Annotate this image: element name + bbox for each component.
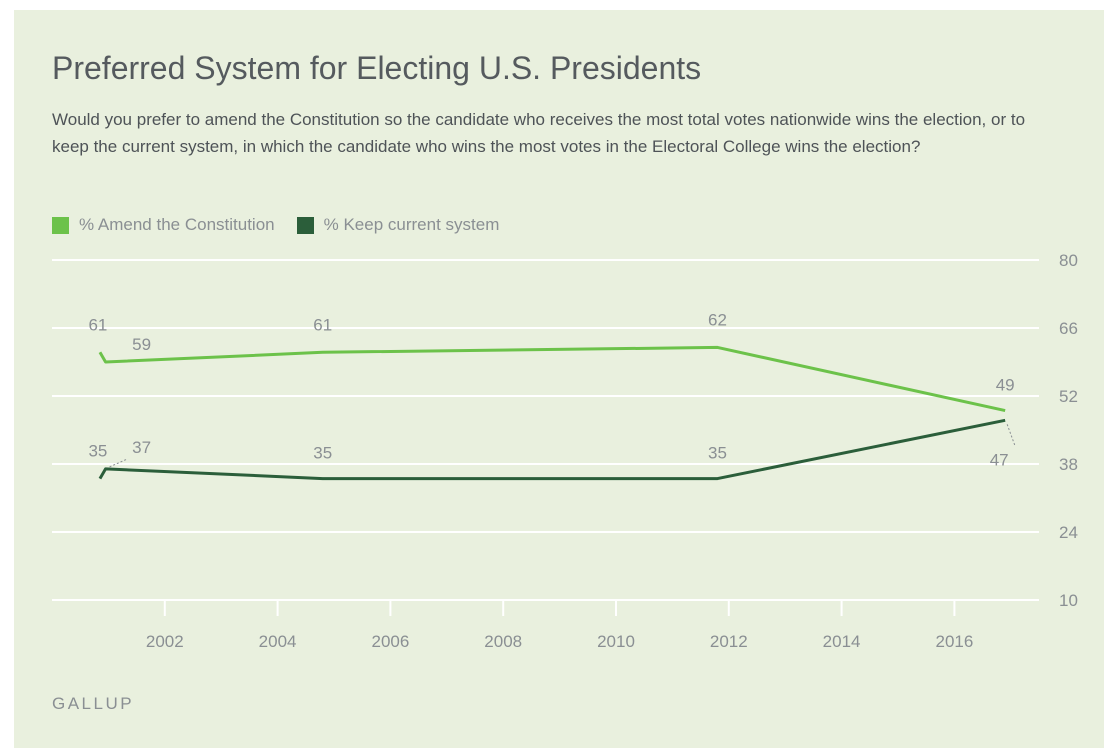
data-label-keep: 37 [132,438,151,457]
series-line-amend [98,345,1006,413]
legend-item-keep: % Keep current system [296,215,500,235]
data-label-keep: 47 [990,450,1009,469]
x-tick-label: 2008 [484,632,522,651]
source-label: GALLUP [52,694,135,713]
data-label-amend: 61 [313,315,332,334]
y-tick-label: 24 [1059,523,1078,542]
legend-item-amend: % Amend the Constitution [52,215,275,235]
y-tick-label: 80 [1059,251,1078,270]
legend-swatch-keep [296,216,314,234]
y-tick-label: 66 [1059,319,1078,338]
y-tick-label: 52 [1059,387,1078,406]
legend: % Amend the Constitution % Keep current … [52,213,521,237]
data-label-keep: 35 [708,444,727,463]
legend-label-amend: % Amend the Constitution [79,215,275,234]
x-tick-label: 2002 [146,632,184,651]
x-tick-label: 2010 [597,632,635,651]
chart-title: Preferred System for Electing U.S. Presi… [52,50,702,86]
data-label-keep: 35 [88,442,107,461]
data-label-amend: 62 [708,310,727,329]
line-chart: 80 66 52 38 24 10 2002 2004 2006 2008 2010 2012 2014… [52,251,1078,651]
legend-swatch-amend [52,216,69,234]
leader-line-47 [1006,424,1016,447]
chart-subtitle: Would you prefer to amend the Constituti… [52,110,1026,156]
x-tick-label: 2016 [935,632,973,651]
x-tick-label: 2014 [823,632,861,651]
data-label-amend: 61 [88,315,107,334]
leader-line-37 [109,458,128,468]
data-label-amend: 49 [996,376,1015,395]
x-tick-label: 2006 [371,632,409,651]
chart-card: Preferred System for Electing U.S. Presi… [14,10,1104,748]
y-tick-label: 38 [1059,455,1078,474]
data-label-amend: 59 [132,335,151,354]
x-tick-label: 2004 [259,632,297,651]
y-tick-label: 10 [1059,591,1078,610]
legend-label-keep: % Keep current system [323,215,500,234]
series-line-keep [98,418,1006,481]
data-label-keep: 35 [313,444,332,463]
x-tick-label: 2012 [710,632,748,651]
